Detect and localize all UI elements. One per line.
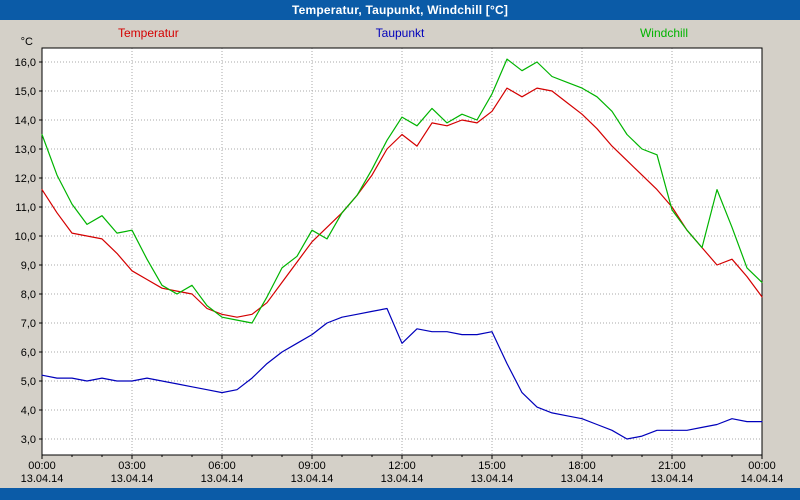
- svg-text:15:00: 15:00: [478, 460, 506, 472]
- svg-text:14,0: 14,0: [15, 115, 36, 127]
- svg-text:8,0: 8,0: [21, 289, 36, 301]
- legend: Temperatur Taupunkt Windchill: [0, 26, 800, 40]
- svg-text:18:00: 18:00: [568, 460, 596, 472]
- svg-text:00:00: 00:00: [748, 460, 776, 472]
- svg-text:11,0: 11,0: [15, 202, 36, 214]
- svg-text:13.04.14: 13.04.14: [21, 473, 64, 485]
- svg-text:06:00: 06:00: [208, 460, 236, 472]
- svg-text:00:00: 00:00: [28, 460, 56, 472]
- svg-text:13.04.14: 13.04.14: [201, 473, 244, 485]
- svg-text:10,0: 10,0: [15, 231, 36, 243]
- svg-text:12:00: 12:00: [388, 460, 416, 472]
- svg-text:9,0: 9,0: [21, 260, 36, 272]
- svg-text:13,0: 13,0: [15, 144, 36, 156]
- svg-text:13.04.14: 13.04.14: [471, 473, 514, 485]
- legend-temperatur: Temperatur: [118, 26, 179, 40]
- legend-windchill: Windchill: [639, 26, 688, 40]
- svg-text:09:00: 09:00: [298, 460, 326, 472]
- svg-text:13.04.14: 13.04.14: [561, 473, 604, 485]
- svg-text:21:00: 21:00: [658, 460, 686, 472]
- legend-taupunkt: Taupunkt: [375, 26, 425, 40]
- svg-text:03:00: 03:00: [118, 460, 146, 472]
- svg-text:13.04.14: 13.04.14: [111, 473, 154, 485]
- bottom-bar: [0, 488, 800, 500]
- svg-text:3,0: 3,0: [21, 434, 36, 446]
- svg-text:13.04.14: 13.04.14: [381, 473, 424, 485]
- title-bar: Temperatur, Taupunkt, Windchill [°C]: [0, 0, 800, 20]
- svg-text:7,0: 7,0: [21, 318, 36, 330]
- svg-text:13.04.14: 13.04.14: [651, 473, 694, 485]
- svg-text:6,0: 6,0: [21, 347, 36, 359]
- svg-text:15,0: 15,0: [15, 86, 36, 98]
- svg-text:16,0: 16,0: [15, 57, 36, 69]
- window-title: Temperatur, Taupunkt, Windchill [°C]: [291, 3, 509, 17]
- svg-text:14.04.14: 14.04.14: [741, 473, 784, 485]
- svg-text:°C: °C: [21, 36, 33, 48]
- svg-text:4,0: 4,0: [21, 405, 36, 417]
- svg-text:12,0: 12,0: [15, 173, 36, 185]
- svg-text:5,0: 5,0: [21, 376, 36, 388]
- svg-text:13.04.14: 13.04.14: [291, 473, 334, 485]
